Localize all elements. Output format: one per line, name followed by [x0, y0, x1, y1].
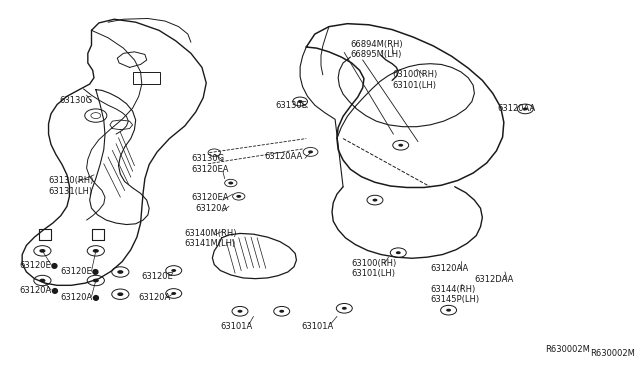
- Text: 63120E●: 63120E●: [19, 261, 58, 270]
- Circle shape: [279, 310, 284, 313]
- Text: 63120A: 63120A: [196, 205, 228, 214]
- Text: 63120E: 63120E: [142, 272, 173, 281]
- Circle shape: [308, 150, 313, 153]
- Text: 63140M(RH): 63140M(RH): [185, 229, 237, 238]
- Circle shape: [396, 251, 401, 254]
- Text: 63141M(LH): 63141M(LH): [185, 239, 236, 248]
- Text: 63131(LH): 63131(LH): [49, 187, 93, 196]
- Circle shape: [237, 310, 243, 313]
- Circle shape: [236, 195, 241, 198]
- Circle shape: [117, 292, 124, 296]
- Circle shape: [298, 100, 303, 103]
- Text: 63145P(LH): 63145P(LH): [430, 295, 479, 304]
- Text: 63130(RH): 63130(RH): [49, 176, 94, 185]
- Text: 63130G: 63130G: [59, 96, 92, 105]
- Text: 63120AA: 63120AA: [430, 264, 468, 273]
- Circle shape: [372, 199, 378, 202]
- Text: 63101A: 63101A: [301, 321, 333, 331]
- Text: 63100(RH): 63100(RH): [392, 70, 437, 79]
- Circle shape: [228, 182, 233, 185]
- Text: 63120E●: 63120E●: [61, 267, 100, 276]
- Text: 63130G: 63130G: [191, 154, 224, 163]
- Circle shape: [39, 249, 45, 253]
- Circle shape: [39, 279, 45, 282]
- Text: 6312DAA: 6312DAA: [474, 275, 514, 284]
- Circle shape: [93, 279, 99, 282]
- Text: 63101(LH): 63101(LH): [392, 81, 436, 90]
- Text: 66895M(LH): 66895M(LH): [351, 50, 402, 59]
- Text: 63101(LH): 63101(LH): [351, 269, 396, 278]
- Text: 66894M(RH): 66894M(RH): [351, 40, 403, 49]
- Text: 63120AA: 63120AA: [264, 152, 303, 161]
- Circle shape: [446, 309, 451, 312]
- Text: 63120EA: 63120EA: [191, 193, 228, 202]
- Circle shape: [398, 144, 403, 147]
- Text: 63120EA: 63120EA: [191, 165, 228, 174]
- Text: R630002M: R630002M: [589, 349, 635, 358]
- Text: 63100(RH): 63100(RH): [351, 259, 397, 267]
- Circle shape: [342, 307, 347, 310]
- Text: R630002M: R630002M: [545, 344, 589, 353]
- Text: 63120A●: 63120A●: [61, 293, 100, 302]
- Text: 63120A: 63120A: [139, 294, 171, 302]
- Text: 63101A: 63101A: [220, 321, 253, 331]
- Text: 63144(RH): 63144(RH): [430, 285, 476, 294]
- Circle shape: [172, 269, 176, 272]
- Text: 63120A●: 63120A●: [19, 286, 59, 295]
- Circle shape: [172, 292, 176, 295]
- Circle shape: [93, 249, 99, 253]
- Circle shape: [117, 270, 124, 274]
- Circle shape: [523, 108, 528, 110]
- Text: 63130E: 63130E: [276, 101, 307, 110]
- Text: 63120AA: 63120AA: [498, 105, 536, 113]
